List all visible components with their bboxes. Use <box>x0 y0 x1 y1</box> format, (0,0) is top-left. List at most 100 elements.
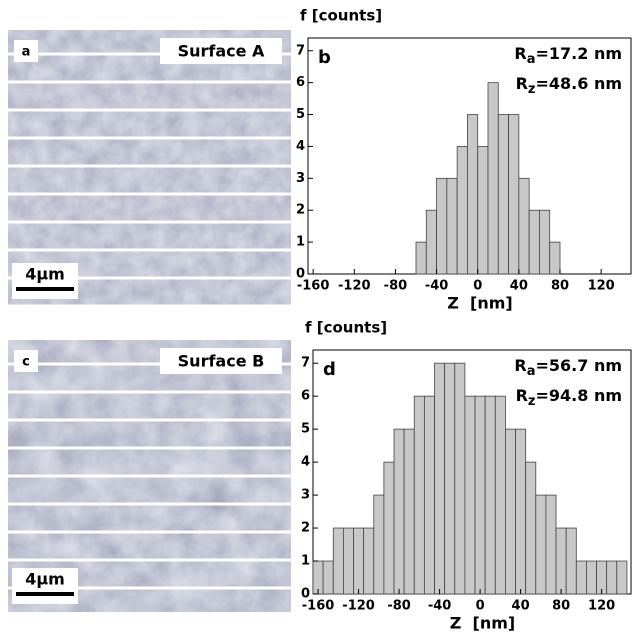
x-tick-label: -120 <box>342 599 375 614</box>
x-tick-label: 40 <box>512 599 530 614</box>
y-tick-label: 2 <box>301 521 310 536</box>
bar <box>586 560 597 595</box>
x-tick-label: 80 <box>551 279 569 294</box>
bar <box>575 560 587 595</box>
scale-bar <box>16 592 74 596</box>
x-axis-title: Z [nm] <box>450 614 515 633</box>
bar <box>474 395 486 595</box>
bar <box>518 177 530 275</box>
surface-label: Surface B <box>178 352 265 371</box>
y-tick-label: 7 <box>296 43 305 58</box>
subscript: z <box>528 394 536 409</box>
symbol: R <box>514 44 526 63</box>
bar <box>515 428 527 595</box>
subscript: a <box>527 364 536 379</box>
roughness-label: Rz=48.6 nm <box>516 74 622 97</box>
y-tick-label: 3 <box>296 171 305 186</box>
roughness-label: Ra=56.7 nm <box>514 356 622 379</box>
x-tick-label: 80 <box>552 599 570 614</box>
y-tick-label: 0 <box>296 267 305 282</box>
symbol: R <box>514 356 526 375</box>
bar <box>383 461 395 595</box>
panel-letter: d <box>323 359 336 380</box>
subscript: a <box>527 52 536 67</box>
bar <box>555 527 567 595</box>
value-text: =17.2 nm <box>535 44 622 63</box>
y-tick-label: 0 <box>301 587 310 602</box>
y-axis-title: f [counts] <box>305 319 387 337</box>
bar <box>535 494 547 595</box>
bar <box>497 114 509 275</box>
scale-label: 4μm <box>25 265 65 284</box>
bar <box>373 494 385 595</box>
scale-label: 4μm <box>25 570 65 589</box>
x-tick-label: 120 <box>588 279 615 294</box>
symbol: R <box>516 74 528 93</box>
bar <box>363 527 375 595</box>
value-text: =56.7 nm <box>535 356 622 375</box>
roughness-label: Ra=17.2 nm <box>514 44 622 67</box>
bar <box>525 461 537 595</box>
bar <box>464 395 476 595</box>
bar <box>425 209 437 275</box>
bar <box>446 177 458 275</box>
symbol: R <box>516 386 528 405</box>
x-tick-label: -40 <box>428 599 452 614</box>
panel-letter: c <box>22 355 30 370</box>
panel-letter: a <box>22 45 31 60</box>
y-tick-label: 6 <box>301 389 310 404</box>
bar <box>423 395 435 595</box>
x-tick-label: -40 <box>425 279 449 294</box>
x-tick-label: 0 <box>476 599 485 614</box>
bar <box>487 82 499 275</box>
bar <box>434 362 446 595</box>
x-tick-label: 40 <box>510 279 528 294</box>
bar <box>508 114 520 275</box>
subscript: z <box>528 82 536 97</box>
bar <box>415 241 427 275</box>
bar <box>477 146 489 275</box>
x-tick-label: 0 <box>473 279 482 294</box>
bar <box>545 494 557 595</box>
x-tick-label: -160 <box>297 279 330 294</box>
bar <box>393 428 405 595</box>
scale-box <box>12 568 78 604</box>
bar <box>444 362 456 595</box>
bar <box>484 395 496 595</box>
value-text: =48.6 nm <box>535 74 622 93</box>
x-tick-label: -160 <box>302 599 335 614</box>
y-tick-label: 5 <box>296 107 305 122</box>
bar <box>494 395 506 595</box>
bar <box>332 527 344 595</box>
y-tick-label: 4 <box>296 139 305 154</box>
panel-letter: b <box>318 47 331 68</box>
y-tick-label: 1 <box>296 235 305 250</box>
bar <box>436 177 448 275</box>
scale-bar <box>16 287 74 291</box>
x-tick-label: -120 <box>338 279 371 294</box>
x-tick-label: 120 <box>588 599 615 614</box>
scale-box <box>12 263 78 299</box>
bar <box>403 428 415 595</box>
surface-label: Surface A <box>178 42 265 61</box>
y-tick-label: 2 <box>296 203 305 218</box>
bar <box>528 209 540 275</box>
bar <box>565 527 577 595</box>
x-tick-label: -80 <box>384 279 408 294</box>
bar <box>353 527 365 595</box>
bar <box>456 146 468 275</box>
y-tick-label: 1 <box>301 554 310 569</box>
y-tick-label: 6 <box>296 75 305 90</box>
bar <box>322 560 334 595</box>
bar <box>413 395 425 595</box>
y-axis-title: f [counts] <box>300 7 382 25</box>
label-box <box>160 348 282 374</box>
bar <box>342 527 354 595</box>
bar <box>549 241 561 275</box>
bar <box>606 560 618 595</box>
letter-box <box>14 350 38 372</box>
bar <box>539 209 551 275</box>
bar <box>454 362 466 595</box>
letter-box <box>14 40 38 62</box>
